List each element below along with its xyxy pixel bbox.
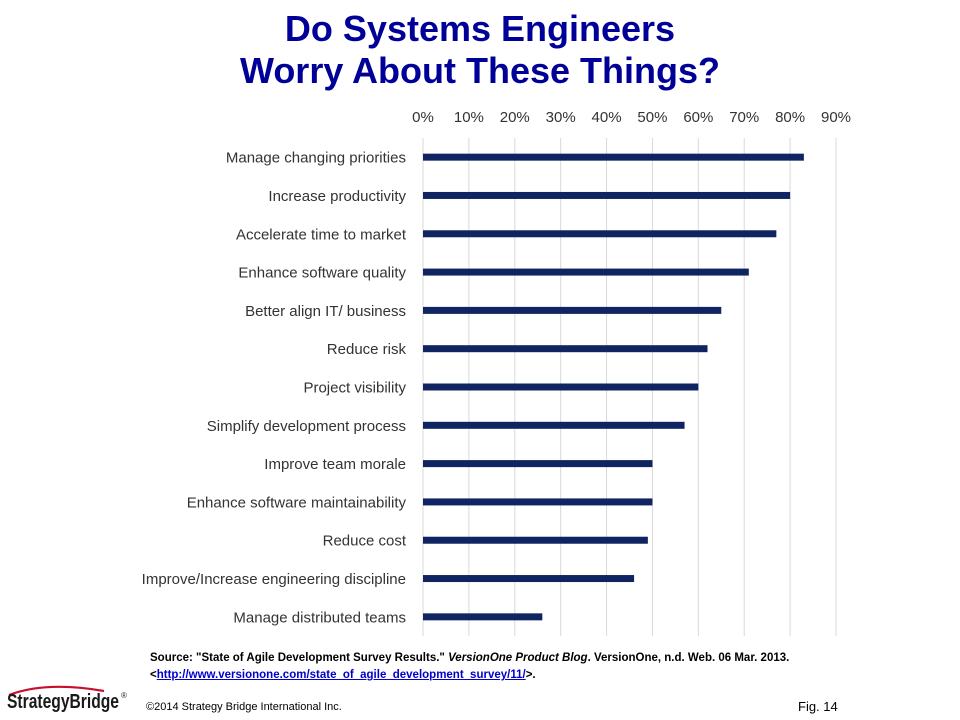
x-tick-label: 80% (775, 109, 805, 126)
x-tick-label: 10% (454, 109, 484, 126)
bar-0 (423, 153, 804, 161)
category-label: Manage distributed teams (233, 609, 406, 626)
x-tick-label: 60% (683, 109, 713, 126)
logo-wordmark: StrategyBridge (7, 691, 119, 713)
category-label: Reduce cost (323, 533, 407, 550)
bar-10 (423, 536, 648, 544)
bar-11 (423, 575, 635, 583)
bar-2 (423, 230, 777, 238)
bar-4 (423, 306, 722, 314)
x-tick-label: 20% (500, 109, 530, 126)
bar-6 (423, 383, 699, 391)
source-citation: Source: "State of Agile Development Surv… (150, 650, 920, 684)
bar-1 (423, 191, 791, 199)
category-label: Accelerate time to market (236, 226, 407, 243)
source-middle: . VersionOne, n.d. Web. 06 Mar. 2013. < (150, 652, 790, 681)
category-label: Enhance software maintainability (187, 494, 407, 511)
bar-8 (423, 460, 653, 468)
x-tick-label: 0% (412, 109, 434, 126)
strategy-bridge-logo: StrategyBridge ® (7, 685, 127, 713)
category-label: Reduce risk (327, 341, 407, 358)
x-tick-label: 90% (821, 109, 851, 126)
source-suffix: >. (525, 669, 536, 681)
x-tick-label: 70% (729, 109, 759, 126)
category-label: Simplify development process (207, 418, 406, 435)
category-label: Better align IT/ business (245, 303, 406, 320)
logo-swoosh-icon (8, 685, 105, 697)
copyright-notice: ©2014 Strategy Bridge International Inc. (146, 701, 342, 713)
x-tick-label: 40% (592, 109, 622, 126)
bar-12 (423, 613, 543, 621)
chart-title: Do Systems Engineers Worry About These T… (0, 8, 960, 92)
category-label: Project visibility (303, 380, 406, 397)
title-line-2: Worry About These Things? (239, 50, 720, 91)
figure-label: Fig. 14 (798, 699, 838, 714)
logo-registered-mark: ® (121, 691, 127, 700)
category-label: Improve team morale (264, 456, 406, 473)
bar-7 (423, 421, 685, 429)
bar-9 (423, 498, 653, 506)
category-label: Enhance software quality (238, 265, 406, 282)
title-line-1: Do Systems Engineers (284, 8, 676, 49)
category-label: Manage changing priorities (226, 150, 406, 167)
source-link[interactable]: http://www.versionone.com/state_of_agile… (156, 669, 526, 681)
category-label: Improve/Increase engineering discipline (142, 571, 406, 588)
bar-5 (423, 345, 708, 353)
bar-3 (423, 268, 749, 276)
source-publication: VersionOne Product Blog (448, 652, 588, 664)
x-tick-label: 30% (546, 109, 576, 126)
category-label: Increase productivity (268, 188, 406, 205)
source-prefix: Source: "State of Agile Development Surv… (150, 652, 449, 664)
x-tick-label: 50% (637, 109, 667, 126)
